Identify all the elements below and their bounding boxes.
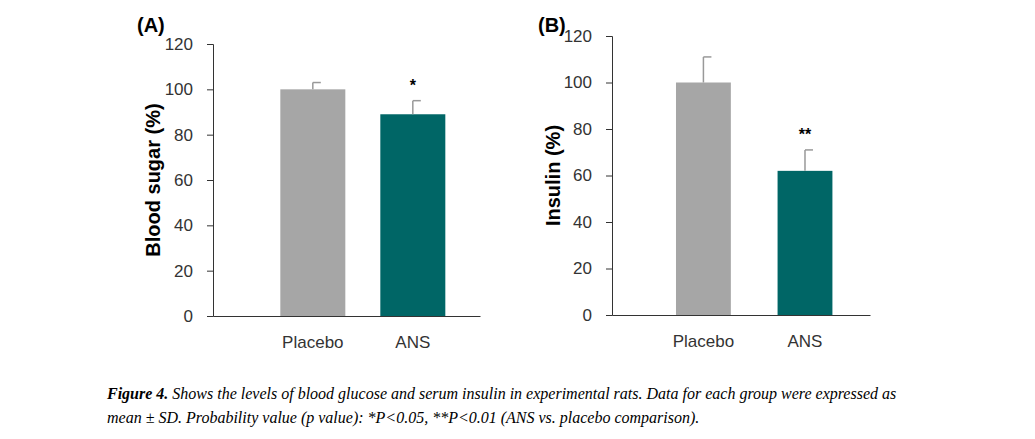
tick: Placebo bbox=[282, 316, 343, 352]
tick-mark bbox=[207, 316, 213, 317]
y-axis: 0 20 40 60 80 100 120 bbox=[564, 27, 613, 325]
tick-label: 20 bbox=[573, 259, 592, 278]
axis-line bbox=[606, 37, 613, 316]
y-axis: 0 20 40 60 80 100 120 bbox=[165, 35, 214, 326]
error-bar bbox=[703, 57, 711, 83]
axis-line bbox=[214, 316, 481, 317]
tick: 40 bbox=[174, 216, 213, 235]
tick-label: 0 bbox=[583, 306, 592, 325]
axis-line bbox=[207, 45, 214, 317]
plot-area bbox=[676, 57, 832, 315]
tick-label: 120 bbox=[165, 35, 193, 54]
tick-mark bbox=[606, 269, 612, 270]
error-whisker bbox=[703, 57, 705, 83]
error-whisker bbox=[804, 150, 806, 171]
tick-mark bbox=[207, 89, 213, 90]
figure: 0 20 40 60 80 100 120 Placebo ANS (A) Blood sugar … bbox=[0, 0, 1035, 439]
error-cap bbox=[805, 149, 813, 151]
tick-mark bbox=[207, 180, 213, 181]
tick-mark bbox=[606, 176, 612, 177]
significance-marker: * bbox=[410, 77, 417, 94]
tick-label: ANS bbox=[788, 332, 823, 351]
tick-mark bbox=[606, 129, 612, 130]
bar bbox=[676, 83, 731, 316]
panel-title: (B) bbox=[538, 14, 566, 36]
tick-label: 20 bbox=[174, 262, 193, 281]
axis-line bbox=[613, 315, 871, 316]
tick-label: 40 bbox=[573, 213, 592, 232]
tick: 40 bbox=[573, 213, 612, 232]
error-bar bbox=[413, 101, 421, 115]
tick-mark bbox=[606, 36, 612, 37]
error-bar bbox=[313, 83, 321, 90]
tick-label: 100 bbox=[564, 73, 592, 92]
tick: 20 bbox=[174, 262, 213, 281]
tick: 80 bbox=[174, 126, 213, 145]
error-cap bbox=[313, 82, 321, 84]
bar bbox=[778, 171, 833, 315]
tick: 120 bbox=[165, 35, 213, 54]
x-axis: Placebo ANS bbox=[214, 316, 481, 352]
caption-line: Figure 4.Shows the levels of blood gluco… bbox=[106, 385, 896, 403]
error-cap bbox=[413, 100, 421, 102]
error-whisker bbox=[312, 83, 314, 90]
error-whisker bbox=[412, 101, 414, 115]
caption-label: Figure 4. bbox=[106, 385, 168, 403]
tick: 60 bbox=[573, 166, 612, 185]
bar bbox=[280, 89, 345, 316]
tick-label: Placebo bbox=[282, 333, 343, 352]
tick-label: 0 bbox=[184, 307, 193, 326]
tick-label: 100 bbox=[165, 80, 193, 99]
tick-label: ANS bbox=[395, 333, 430, 352]
tick-label: 60 bbox=[573, 166, 592, 185]
tick-mark bbox=[606, 83, 612, 84]
tick: 100 bbox=[564, 73, 612, 92]
bar bbox=[380, 114, 445, 316]
tick-label: 120 bbox=[564, 27, 592, 46]
panel: 0 20 40 60 80 100 120 Placebo ANS (A) Blood sugar … bbox=[137, 14, 481, 352]
caption: Figure 4.Shows the levels of blood gluco… bbox=[106, 385, 896, 427]
significance-marker: ** bbox=[799, 126, 812, 143]
tick: 100 bbox=[165, 80, 213, 99]
error-cap bbox=[703, 56, 711, 58]
tick-mark bbox=[207, 225, 213, 226]
axis-title: Insulin (%) bbox=[542, 125, 564, 226]
axis-title: Blood sugar (%) bbox=[142, 103, 164, 256]
caption-text: Shows the levels of blood glucose and se… bbox=[172, 385, 896, 403]
tick: ANS bbox=[788, 315, 823, 351]
tick-mark bbox=[207, 271, 213, 272]
tick: 0 bbox=[184, 307, 213, 326]
tick: ANS bbox=[395, 316, 430, 352]
x-axis: Placebo ANS bbox=[613, 315, 871, 351]
panel: 0 20 40 60 80 100 120 Placebo ANS (B) Insulin (%) *… bbox=[538, 14, 871, 351]
tick-mark bbox=[606, 222, 612, 223]
tick: 0 bbox=[583, 306, 612, 325]
plot-area bbox=[280, 83, 445, 316]
tick: 80 bbox=[573, 120, 612, 139]
tick: 20 bbox=[573, 259, 612, 278]
error-bar bbox=[805, 150, 813, 171]
tick-label: 80 bbox=[573, 120, 592, 139]
tick-label: 40 bbox=[174, 216, 193, 235]
tick: 120 bbox=[564, 27, 612, 46]
tick-label: Placebo bbox=[673, 332, 734, 351]
tick-label: 60 bbox=[174, 171, 193, 190]
tick-label: 80 bbox=[174, 126, 193, 145]
caption-text: mean ± SD. Probability value (p value): … bbox=[107, 409, 699, 427]
tick-mark bbox=[606, 315, 612, 316]
panel-title: (A) bbox=[137, 14, 165, 36]
tick-mark bbox=[207, 135, 213, 136]
tick-mark bbox=[207, 44, 213, 45]
tick: 60 bbox=[174, 171, 213, 190]
tick: Placebo bbox=[673, 315, 734, 351]
